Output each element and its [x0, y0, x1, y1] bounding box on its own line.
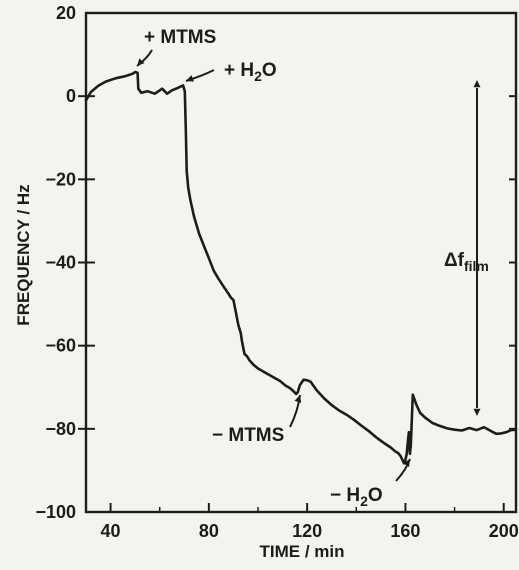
- arrow-remove-mtms-head: [294, 395, 302, 403]
- annotation-add-mtms: + MTMS: [144, 27, 216, 48]
- x-tick-label: 80: [199, 521, 219, 541]
- y-tick-label: −100: [35, 502, 76, 522]
- y-tick-label: −60: [45, 336, 76, 356]
- annotation-add-water: + H2O: [224, 60, 277, 84]
- y-tick-label: 20: [56, 3, 76, 23]
- delta-f-film-label: Δffilm: [444, 250, 489, 274]
- frequency-series-line: [84, 70, 518, 465]
- y-tick-label: 0: [66, 86, 76, 106]
- x-tick-label: 120: [292, 521, 322, 541]
- y-tick-label: −40: [45, 253, 76, 273]
- y-axis-title: FREQUENCY / Hz: [14, 184, 33, 325]
- y-tick-label: −80: [45, 419, 76, 439]
- annotation-remove-mtms: − MTMS: [212, 425, 284, 446]
- x-tick-label: 160: [390, 521, 420, 541]
- y-tick-label: −20: [45, 169, 76, 189]
- x-axis-title: TIME / min: [260, 542, 345, 561]
- x-tick-label: 40: [101, 521, 121, 541]
- x-tick-label: 200: [489, 521, 519, 541]
- annotation-remove-water: − H2O: [330, 485, 383, 509]
- delta-f-arrow-bottom-head: [473, 408, 481, 416]
- delta-f-arrow-top-head: [473, 80, 481, 88]
- arrow-add-water-head: [186, 75, 194, 82]
- arrow-remove-water-head: [403, 459, 410, 467]
- arrow-add-mtms-head: [137, 58, 145, 66]
